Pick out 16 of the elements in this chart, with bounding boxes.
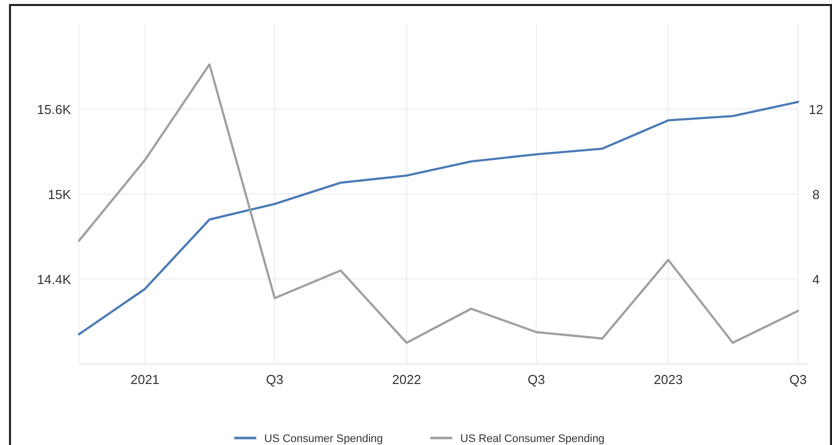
y2-tick-label: 4 [812,272,820,287]
y2-tick-label: 12 [808,102,824,117]
x-tick-label: Q3 [789,372,807,387]
y-tick-label: 15.6K [37,102,72,117]
y-tick-label: 14.4K [37,272,72,287]
legend-label: US Real Consumer Spending [460,433,605,445]
line-series [78,100,800,336]
x-tick-label: 2021 [130,372,160,387]
y2-tick-label: 8 [812,187,820,202]
x-tick-label: Q3 [266,372,284,387]
legend-label: US Consumer Spending [264,433,383,445]
y-tick-label: 15K [48,187,72,202]
x-tick-label: 2023 [654,372,683,387]
line-series [78,63,800,344]
x-tick-label: 2022 [392,372,422,387]
x-tick-label: Q3 [528,372,546,387]
